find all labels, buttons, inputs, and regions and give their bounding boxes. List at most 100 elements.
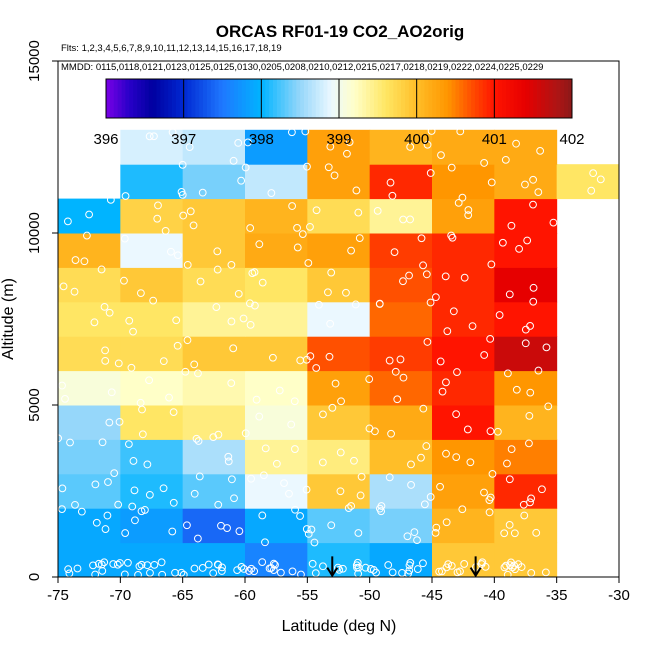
sample-point (288, 202, 297, 210)
sample-point (304, 259, 313, 267)
heatmap-cell (369, 336, 433, 372)
sample-point (275, 386, 284, 395)
sample-point (413, 565, 422, 573)
colorbar-tick-label: 399 (326, 131, 351, 148)
sample-point (145, 490, 154, 499)
colorbar-swatch (106, 79, 111, 118)
heatmap-cell (182, 336, 246, 372)
sample-point (101, 346, 110, 355)
heatmap-cell (182, 301, 246, 337)
sample-point (464, 206, 473, 214)
heatmap-cell (120, 508, 184, 544)
colorbar-swatch (234, 79, 239, 118)
heatmap-cell (432, 129, 495, 165)
sample-point (458, 505, 467, 514)
sample-point (129, 457, 138, 465)
sample-point (297, 570, 305, 579)
sample-point (443, 327, 452, 336)
sample-point (183, 336, 192, 345)
sample-point (173, 341, 182, 350)
sample-point (406, 558, 415, 567)
colorbar-swatch (269, 79, 274, 118)
heatmap-cell (245, 439, 308, 475)
heatmap-cell (182, 164, 246, 200)
heatmap-cell (556, 164, 620, 200)
heatmap-cell (120, 336, 184, 372)
heatmap-cell (494, 129, 558, 165)
sample-point (510, 529, 519, 538)
sample-point (312, 206, 321, 215)
heatmap-cell (245, 336, 308, 372)
colorbar-swatch (412, 79, 418, 118)
sample-point (373, 206, 382, 215)
sample-point (241, 163, 250, 172)
heatmap-cell (307, 336, 371, 372)
sample-point (449, 307, 458, 316)
sample-point (280, 479, 288, 488)
colorbar-swatch (238, 79, 243, 118)
sample-point (290, 397, 299, 406)
colorbar-swatch (505, 79, 511, 118)
sample-point (98, 438, 107, 447)
heatmap-cell (494, 542, 558, 578)
sample-point (396, 355, 405, 364)
flights-label: Flts: 1,2,3,4,5,6,7,8,9,10,11,12,13,14,1… (61, 43, 282, 54)
colorbar-swatch (502, 79, 507, 118)
sample-point (330, 171, 339, 180)
y-axis: 0 5000 10000 15000 (26, 40, 58, 581)
x-tick-label: -35 (546, 587, 568, 604)
sample-point (453, 568, 462, 577)
sample-point (486, 427, 495, 436)
heatmap-cell (120, 267, 184, 303)
colorbar-swatch (257, 79, 262, 118)
sample-point (250, 268, 259, 277)
colorbar-swatch (199, 79, 204, 118)
sample-point (512, 385, 521, 394)
sample-point (128, 502, 137, 511)
colorbar-swatch (265, 79, 270, 118)
colorbar-swatch (164, 79, 169, 118)
sample-point (89, 561, 97, 570)
colorbar-swatch (179, 79, 185, 118)
sample-point (259, 471, 268, 480)
sample-point (423, 338, 432, 346)
sample-point (536, 146, 545, 155)
sample-point (436, 482, 444, 491)
sample-point (298, 230, 307, 239)
sample-point (258, 511, 267, 520)
sample-point (153, 214, 162, 223)
heatmap-cell (307, 129, 371, 165)
colorbar-swatch (311, 79, 317, 118)
x-tick-label: -55 (296, 587, 318, 604)
sample-point (120, 570, 129, 579)
sample-point (189, 221, 198, 230)
sample-point (143, 460, 152, 469)
sample-point (357, 472, 366, 481)
heatmap-cell (120, 542, 184, 578)
sample-point (350, 456, 358, 465)
sample-point (227, 379, 236, 388)
colorbar-swatch (548, 79, 553, 118)
sample-point (276, 568, 285, 577)
sample-point (319, 562, 327, 571)
sample-point (255, 240, 264, 249)
sample-point (304, 530, 313, 538)
heatmap-cell (245, 301, 308, 337)
sample-point (252, 395, 261, 404)
y-axis-label: Altitude (m) (0, 278, 17, 360)
heatmap-cell (120, 233, 184, 268)
sample-point (198, 564, 207, 572)
x-tick-label: -30 (608, 587, 630, 604)
sample-point (463, 425, 472, 434)
sample-point (101, 356, 110, 365)
sample-point (107, 388, 116, 397)
colorbar-swatch (373, 79, 379, 118)
colorbar-swatch (331, 79, 336, 118)
colorbar-tick-label: 400 (404, 131, 429, 148)
sample-point (190, 564, 199, 573)
sample-point (526, 322, 534, 330)
colorbar-swatch (222, 79, 227, 118)
sample-point (157, 558, 166, 567)
colorbar-swatch (288, 79, 293, 118)
